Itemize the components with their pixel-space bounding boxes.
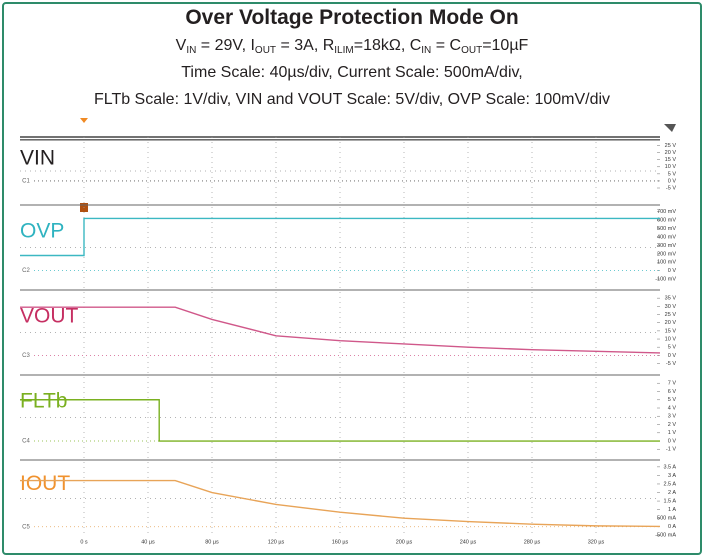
header: Over Voltage Protection Mode On VIN = 29…	[0, 4, 704, 113]
y-tick-label: 15 V	[665, 157, 677, 163]
channel-label: IOUT	[20, 472, 70, 495]
y-tick-label: -1 V	[666, 447, 676, 453]
y-tick-label: 4 V	[668, 405, 677, 411]
y-tick-label: 3.5 A	[663, 464, 676, 470]
y-tick-label: 20 V	[665, 320, 677, 326]
x-tick-label: 80 µs	[205, 539, 219, 545]
title: Over Voltage Protection Mode On	[185, 6, 519, 29]
channel-label: VOUT	[20, 305, 79, 328]
scale-line: FLTb Scale: 1V/div, VIN and VOUT Scale: …	[93, 91, 611, 108]
y-tick-label: 2.5 A	[663, 481, 676, 487]
channel-marker: C2	[22, 268, 30, 274]
y-tick-label: 600 mV	[657, 218, 676, 224]
x-tick-label: 200 µs	[396, 539, 413, 545]
x-tick-label: 240 µs	[460, 539, 477, 545]
x-tick-label: 280 µs	[524, 539, 541, 545]
y-tick-label: 7 V	[668, 381, 677, 387]
subscript: OUT	[254, 45, 277, 56]
channel-marker: C3	[22, 353, 30, 359]
y-tick-label: 5 V	[668, 397, 677, 403]
x-tick-label: 320 µs	[588, 539, 605, 545]
trigger-marker	[80, 118, 88, 123]
scope-area	[18, 133, 684, 538]
y-tick-label: 5 V	[668, 171, 677, 177]
y-tick-label: 1 V	[668, 430, 677, 436]
subscript: ILIM	[334, 45, 354, 56]
y-tick-label: 25 V	[665, 143, 677, 149]
y-tick-label: 200 mV	[657, 251, 676, 257]
trace	[20, 306, 661, 354]
y-tick-label: 700 mV	[657, 209, 676, 215]
y-tick-label: -100 mV	[655, 277, 676, 283]
x-tick-label: 120 µs	[268, 539, 285, 545]
subtitle-text: =10µF	[482, 37, 529, 54]
channel-label: OVP	[20, 220, 64, 243]
y-tick-label: 0 V	[668, 438, 677, 444]
y-tick-label: 0 V	[668, 178, 677, 184]
y-tick-label: 25 V	[665, 312, 677, 318]
y-tick-label: 15 V	[665, 328, 677, 334]
y-tick-label: 0 V	[668, 268, 677, 274]
subtitle-text: = 3A, R	[276, 37, 335, 54]
y-tick-label: 1.5 A	[663, 499, 676, 505]
subscript: IN	[186, 45, 197, 56]
x-tick-label: 0 s	[80, 539, 88, 545]
channel-marker: C4	[22, 439, 30, 445]
level-marker	[664, 124, 676, 132]
trace	[20, 479, 661, 528]
y-tick-label: 300 mV	[657, 243, 676, 249]
subtitle-text: = C	[431, 37, 462, 54]
scale-line: Time Scale: 40µs/div, Current Scale: 500…	[181, 64, 523, 81]
y-tick-label: 1 A	[668, 507, 676, 513]
subscript: OUT	[461, 45, 483, 56]
y-tick-label: 2 V	[668, 422, 677, 428]
y-tick-label: 3 V	[668, 414, 677, 420]
y-tick-label: 0 V	[668, 353, 677, 359]
y-tick-label: 500 mA	[657, 516, 676, 522]
y-tick-label: 400 mV	[657, 234, 676, 240]
y-tick-label: -5 V	[666, 185, 676, 191]
y-tick-label: 2 A	[668, 490, 676, 496]
y-tick-label: -500 mA	[655, 533, 676, 539]
y-tick-label: 5 V	[668, 345, 677, 351]
y-tick-label: 35 V	[665, 296, 677, 302]
y-tick-label: 20 V	[665, 150, 677, 156]
channel-marker: C5	[22, 524, 30, 530]
y-tick-label: 30 V	[665, 304, 677, 310]
y-tick-label: 100 mV	[657, 260, 676, 266]
y-tick-label: -5 V	[666, 361, 676, 367]
subtitle-text: =18kΩ, C	[353, 37, 422, 54]
y-tick-label: 500 mV	[657, 226, 676, 232]
y-tick-label: 0 A	[668, 524, 676, 530]
subtitle-text: V	[175, 37, 187, 54]
subscript: IN	[421, 45, 432, 56]
channel-label: VIN	[20, 146, 55, 169]
subtitle-text: = 29V, I	[196, 37, 255, 54]
y-tick-label: 10 V	[665, 164, 677, 170]
x-tick-label: 160 µs	[332, 539, 349, 545]
trace	[20, 217, 660, 257]
channel-label: FLTb	[20, 390, 67, 413]
y-tick-label: 10 V	[665, 336, 677, 342]
subtitle: VIN = 29V, IOUT = 3A, RILIM=18kΩ, CIN = …	[0, 32, 704, 59]
y-tick-label: 6 V	[668, 389, 677, 395]
y-tick-label: 3 A	[668, 473, 676, 479]
x-tick-label: 40 µs	[141, 539, 155, 545]
channel-marker: C1	[22, 178, 30, 184]
trace	[20, 399, 660, 442]
